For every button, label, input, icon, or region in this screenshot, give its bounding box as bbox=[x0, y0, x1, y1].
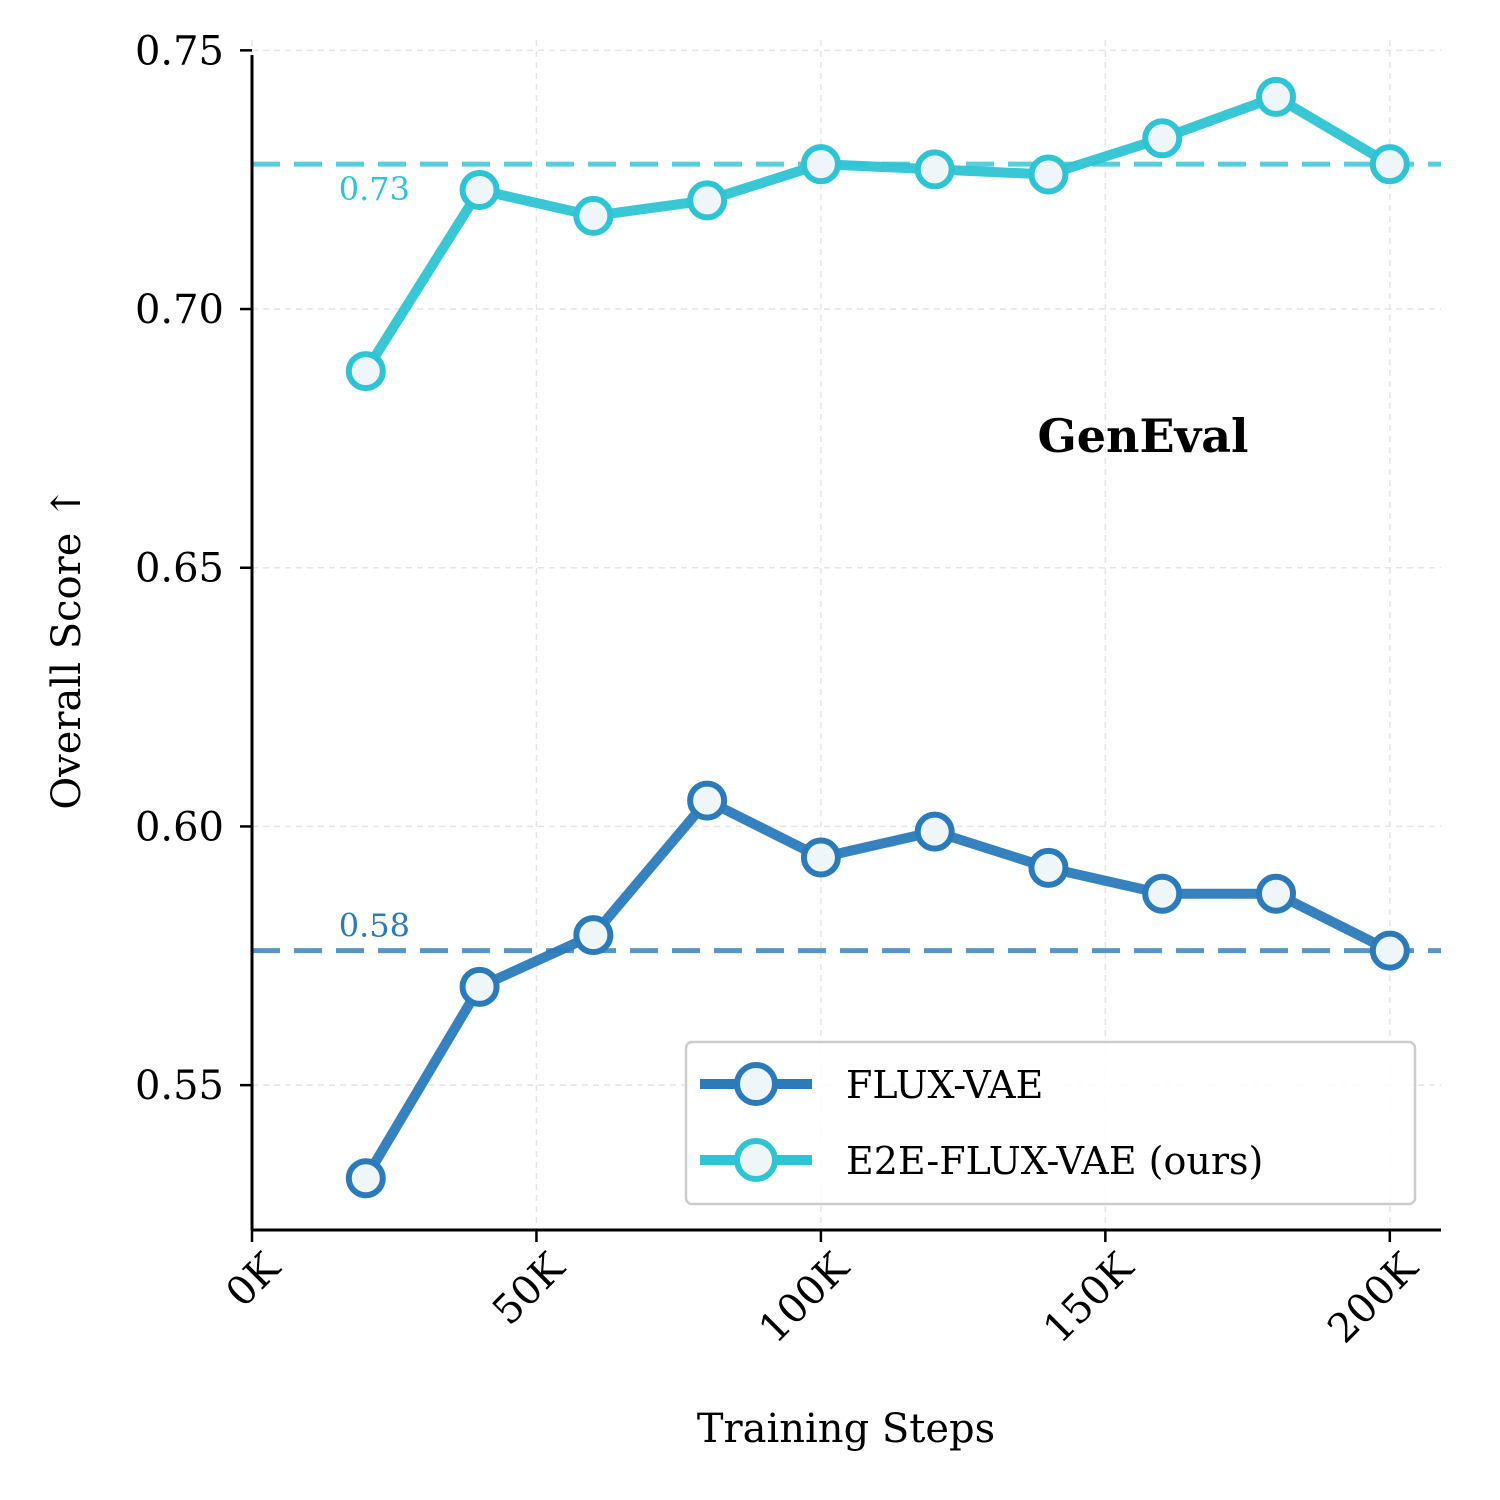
reference-lines: 0.58 0.73 bbox=[252, 161, 1441, 954]
series-line bbox=[360, 795, 1395, 1184]
x-axis-title: Training Steps bbox=[697, 1406, 995, 1452]
x-tick-label: 150K bbox=[1035, 1244, 1143, 1352]
x-tick-label: 50K bbox=[484, 1244, 574, 1334]
legend-marker bbox=[734, 1062, 778, 1106]
legend-box bbox=[684, 1040, 1417, 1206]
series-group bbox=[345, 76, 1410, 1199]
y-tick-label: 0.60 bbox=[135, 804, 224, 850]
chart-annotation: GenEval bbox=[1037, 409, 1248, 463]
y-tick-label: 0.55 bbox=[135, 1063, 224, 1109]
legend-marker bbox=[734, 1138, 778, 1182]
data-point bbox=[1142, 118, 1183, 159]
legend-label: E2E-FLUX-VAE (ours) bbox=[846, 1139, 1263, 1183]
data-point bbox=[345, 351, 386, 392]
y-tick-label: 0.75 bbox=[135, 28, 224, 74]
data-point bbox=[914, 149, 955, 190]
data-point bbox=[1028, 154, 1069, 195]
legend-label: FLUX-VAE bbox=[846, 1063, 1043, 1107]
data-point bbox=[687, 780, 728, 821]
data-point bbox=[914, 811, 955, 852]
axes bbox=[250, 55, 1441, 1232]
y-axis-title: Overall Score ↑ bbox=[44, 486, 90, 809]
data-point bbox=[800, 837, 841, 878]
x-tick-label: 0K bbox=[217, 1244, 289, 1316]
data-point bbox=[459, 966, 500, 1007]
data-point bbox=[345, 1158, 386, 1199]
x-tick-label: 100K bbox=[750, 1244, 858, 1352]
data-point bbox=[573, 195, 614, 236]
data-point bbox=[1028, 847, 1069, 888]
data-point bbox=[1256, 76, 1297, 117]
x-tick-label: 200K bbox=[1319, 1244, 1427, 1352]
series-line bbox=[360, 91, 1395, 377]
data-point bbox=[1369, 144, 1410, 185]
y-tick-label: 0.70 bbox=[135, 287, 224, 333]
data-point bbox=[687, 180, 728, 221]
data-point bbox=[1142, 873, 1183, 914]
data-point bbox=[573, 915, 614, 956]
data-point bbox=[800, 144, 841, 185]
y-tick-label: 0.65 bbox=[135, 546, 224, 592]
data-point bbox=[1256, 873, 1297, 914]
reference-label: 0.73 bbox=[339, 170, 410, 208]
legend: FLUX-VAE E2E-FLUX-VAE (ours) bbox=[684, 1040, 1417, 1206]
data-point bbox=[1369, 930, 1410, 971]
reference-label: 0.58 bbox=[339, 907, 410, 945]
data-point bbox=[459, 170, 500, 211]
